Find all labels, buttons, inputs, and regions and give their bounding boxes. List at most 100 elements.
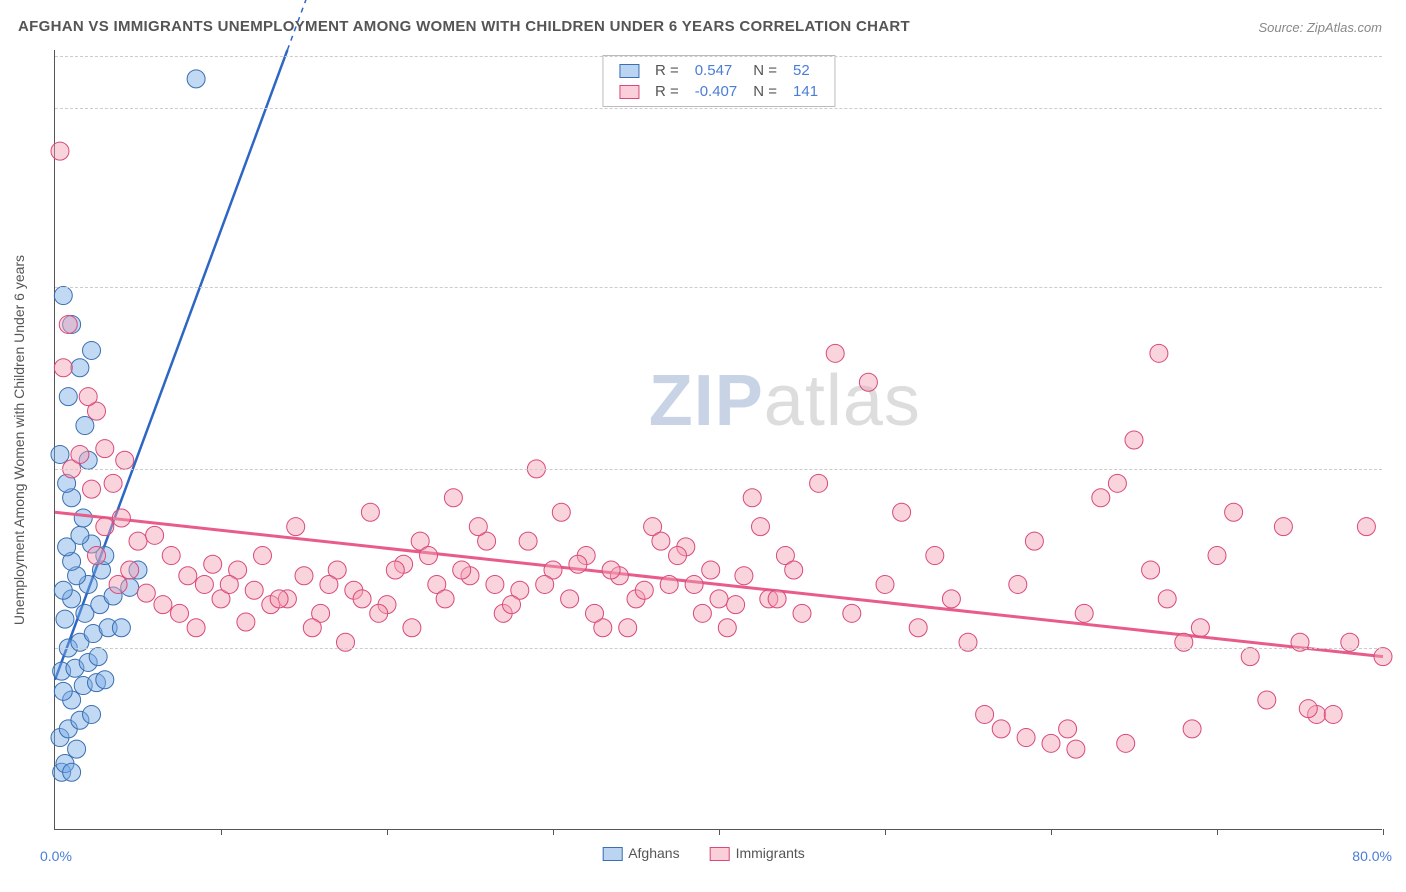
data-point bbox=[519, 532, 537, 550]
stat-label: R = bbox=[647, 60, 687, 81]
x-tick bbox=[1051, 829, 1052, 835]
y-tick-label: 12.5% bbox=[1392, 461, 1406, 477]
data-point bbox=[79, 388, 97, 406]
data-point bbox=[96, 440, 114, 458]
data-point bbox=[1241, 648, 1259, 666]
data-point bbox=[1117, 734, 1135, 752]
data-point bbox=[320, 575, 338, 593]
data-point bbox=[361, 503, 379, 521]
data-point bbox=[96, 518, 114, 536]
data-point bbox=[63, 763, 81, 781]
data-point bbox=[1274, 518, 1292, 536]
r-value: 0.547 bbox=[687, 60, 746, 81]
data-point bbox=[552, 503, 570, 521]
data-point bbox=[1009, 575, 1027, 593]
data-point bbox=[1191, 619, 1209, 637]
x-tick bbox=[553, 829, 554, 835]
data-point bbox=[89, 648, 107, 666]
legend-label: Immigrants bbox=[736, 845, 805, 861]
data-point bbox=[1299, 700, 1317, 718]
data-point bbox=[793, 604, 811, 622]
data-point bbox=[204, 555, 222, 573]
data-point bbox=[503, 596, 521, 614]
data-point bbox=[162, 547, 180, 565]
data-point bbox=[561, 590, 579, 608]
data-point bbox=[109, 575, 127, 593]
r-value: -0.407 bbox=[687, 81, 746, 102]
correlation-legend: R =0.547N =52R =-0.407N =141 bbox=[602, 55, 835, 107]
data-point bbox=[303, 619, 321, 637]
data-point bbox=[54, 581, 72, 599]
correlation-row: R =-0.407N =141 bbox=[611, 81, 826, 102]
x-tick bbox=[1217, 829, 1218, 835]
stat-label: N = bbox=[745, 81, 785, 102]
data-point bbox=[71, 445, 89, 463]
data-point bbox=[187, 70, 205, 88]
data-point bbox=[104, 474, 122, 492]
data-point bbox=[56, 610, 74, 628]
grid-line bbox=[55, 287, 1382, 288]
data-point bbox=[386, 561, 404, 579]
data-point bbox=[1125, 431, 1143, 449]
data-point bbox=[54, 287, 72, 305]
data-point bbox=[436, 590, 454, 608]
grid-line bbox=[55, 648, 1382, 649]
data-point bbox=[254, 547, 272, 565]
data-point bbox=[220, 575, 238, 593]
x-tick bbox=[885, 829, 886, 835]
data-point bbox=[51, 142, 69, 160]
data-point bbox=[287, 518, 305, 536]
data-point bbox=[1150, 344, 1168, 362]
data-point bbox=[59, 315, 77, 333]
data-point bbox=[893, 503, 911, 521]
data-point bbox=[137, 584, 155, 602]
data-point bbox=[1208, 547, 1226, 565]
stat-label: N = bbox=[745, 60, 785, 81]
data-point bbox=[154, 596, 172, 614]
data-point bbox=[660, 575, 678, 593]
data-point bbox=[876, 575, 894, 593]
data-point bbox=[245, 581, 263, 599]
chart-title: AFGHAN VS IMMIGRANTS UNEMPLOYMENT AMONG … bbox=[18, 18, 910, 35]
data-point bbox=[51, 445, 69, 463]
data-point bbox=[1025, 532, 1043, 550]
data-point bbox=[1017, 729, 1035, 747]
data-point bbox=[116, 451, 134, 469]
data-point bbox=[453, 561, 471, 579]
grid-line bbox=[55, 108, 1382, 109]
data-point bbox=[83, 480, 101, 498]
legend-item: Immigrants bbox=[710, 845, 805, 861]
data-point bbox=[112, 619, 130, 637]
swatch-icon bbox=[710, 847, 730, 861]
n-value: 52 bbox=[785, 60, 826, 81]
data-point bbox=[727, 596, 745, 614]
data-point bbox=[718, 619, 736, 637]
data-point bbox=[702, 561, 720, 579]
data-point bbox=[187, 619, 205, 637]
data-point bbox=[1067, 740, 1085, 758]
data-point bbox=[403, 619, 421, 637]
data-point bbox=[83, 705, 101, 723]
data-point bbox=[992, 720, 1010, 738]
y-axis-title: Unemployment Among Women with Children U… bbox=[11, 254, 27, 624]
data-point bbox=[602, 561, 620, 579]
grid-line bbox=[55, 56, 1382, 57]
y-tick-label: 18.8% bbox=[1392, 279, 1406, 295]
data-point bbox=[129, 532, 147, 550]
data-point bbox=[1142, 561, 1160, 579]
data-point bbox=[179, 567, 197, 585]
data-point bbox=[96, 671, 114, 689]
legend-label: Afghans bbox=[628, 845, 679, 861]
data-point bbox=[1042, 734, 1060, 752]
x-tick bbox=[719, 829, 720, 835]
data-point bbox=[146, 526, 164, 544]
data-point bbox=[54, 682, 72, 700]
data-point bbox=[112, 509, 130, 527]
plot-area: ZIPatlas Unemployment Among Women with C… bbox=[54, 50, 1382, 830]
data-point bbox=[171, 604, 189, 622]
data-point bbox=[810, 474, 828, 492]
data-point bbox=[1108, 474, 1126, 492]
data-point bbox=[237, 613, 255, 631]
x-tick bbox=[387, 829, 388, 835]
data-point bbox=[652, 532, 670, 550]
